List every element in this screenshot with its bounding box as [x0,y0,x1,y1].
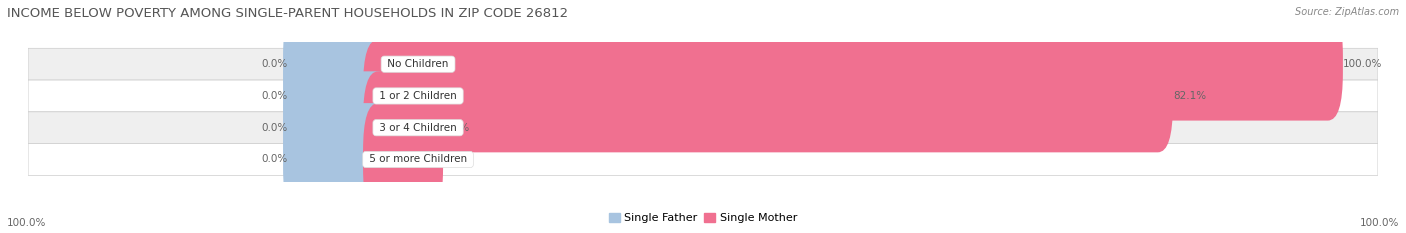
FancyBboxPatch shape [28,48,1378,80]
FancyBboxPatch shape [363,40,1173,152]
Text: 3 or 4 Children: 3 or 4 Children [375,123,460,133]
FancyBboxPatch shape [283,40,394,152]
FancyBboxPatch shape [28,144,1378,175]
FancyBboxPatch shape [283,103,394,216]
Text: 1 or 2 Children: 1 or 2 Children [375,91,460,101]
Text: INCOME BELOW POVERTY AMONG SINGLE-PARENT HOUSEHOLDS IN ZIP CODE 26812: INCOME BELOW POVERTY AMONG SINGLE-PARENT… [7,7,568,20]
Text: 100.0%: 100.0% [1360,218,1399,228]
Text: 0.0%: 0.0% [262,123,288,133]
Legend: Single Father, Single Mother: Single Father, Single Mother [605,208,801,227]
Text: 82.1%: 82.1% [1173,91,1206,101]
FancyBboxPatch shape [363,103,443,216]
Text: 100.0%: 100.0% [7,218,46,228]
Text: 0.0%: 0.0% [262,91,288,101]
Text: 0.0%: 0.0% [443,154,470,164]
FancyBboxPatch shape [283,71,394,184]
Text: 0.0%: 0.0% [262,154,288,164]
FancyBboxPatch shape [28,80,1378,112]
Text: 0.0%: 0.0% [443,123,470,133]
FancyBboxPatch shape [363,8,1343,121]
Text: 100.0%: 100.0% [1343,59,1382,69]
Text: 5 or more Children: 5 or more Children [366,154,470,164]
Text: 0.0%: 0.0% [262,59,288,69]
FancyBboxPatch shape [283,8,394,121]
FancyBboxPatch shape [28,112,1378,144]
Text: No Children: No Children [384,59,451,69]
FancyBboxPatch shape [363,71,443,184]
Text: Source: ZipAtlas.com: Source: ZipAtlas.com [1295,7,1399,17]
